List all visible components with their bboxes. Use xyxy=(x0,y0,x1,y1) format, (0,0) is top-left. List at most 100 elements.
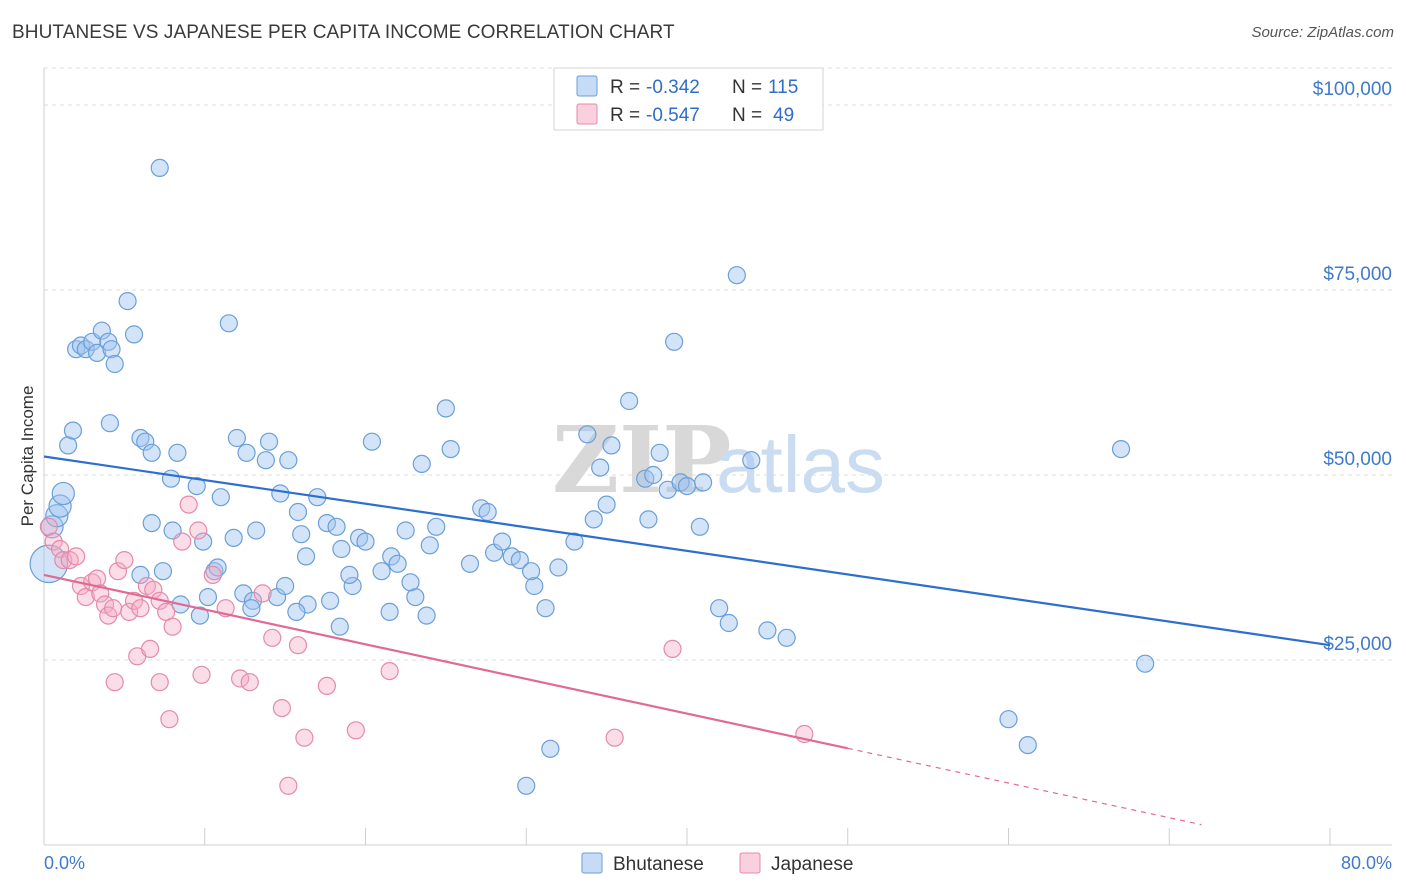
bhutanese-point xyxy=(999,710,1018,729)
bhutanese-point xyxy=(242,599,261,618)
trend-line-japanese-extension xyxy=(847,747,1202,826)
bhutanese-point xyxy=(340,565,359,585)
bhutanese-point xyxy=(161,469,181,488)
bhutanese-point xyxy=(63,421,83,440)
bhutanese-point xyxy=(536,599,555,618)
bhutanese-point xyxy=(742,451,761,470)
y-tick-label-100000: $100,000 xyxy=(1313,79,1392,100)
bhutanese-point xyxy=(644,465,663,485)
japanese-point xyxy=(380,661,399,681)
bhutanese-point xyxy=(521,562,541,581)
stats-legend-swatch-japanese xyxy=(576,103,598,125)
bhutanese-point xyxy=(517,776,536,795)
japanese-point xyxy=(189,521,208,540)
watermark-zip: ZIP xyxy=(552,406,731,514)
japanese-point xyxy=(231,669,250,688)
japanese-point xyxy=(295,728,314,747)
y-tick-label-75000: $75,000 xyxy=(1323,264,1392,285)
japanese-point xyxy=(317,676,337,696)
bhutanese-point xyxy=(597,495,616,514)
bhutanese-point xyxy=(168,443,187,462)
japanese-point xyxy=(346,721,365,740)
legend-r-label-bhutanese: R = xyxy=(610,77,640,98)
grid-lines xyxy=(44,67,1392,661)
bhutanese-point xyxy=(234,584,253,603)
bhutanese-point xyxy=(1111,440,1131,459)
trend-line-japanese xyxy=(43,573,848,750)
bhutanese-point xyxy=(296,547,316,566)
bhutanese-point xyxy=(693,473,713,492)
bhutanese-point xyxy=(92,321,111,340)
bhutanese-point xyxy=(271,484,290,503)
japanese-point xyxy=(115,550,134,570)
legend-r-label-japanese: R = xyxy=(610,105,640,126)
bhutanese-point xyxy=(190,606,210,625)
watermark-atlas: atlas xyxy=(716,420,885,509)
y-axis-label: Per Capita Income xyxy=(18,386,37,527)
series-legend-swatch-japanese xyxy=(739,852,761,874)
bhutanese-point xyxy=(510,550,529,570)
bhutanese-point xyxy=(87,343,107,362)
legend-n-value-japanese: 49 xyxy=(773,105,794,126)
bhutanese-point xyxy=(136,432,155,451)
bhutanese-point xyxy=(142,443,161,462)
bhutanese-point xyxy=(362,432,382,451)
legend-r-value-japanese: -0.547 xyxy=(646,105,700,126)
japanese-point xyxy=(203,565,222,585)
stats-legend-box xyxy=(553,67,824,131)
bhutanese-point xyxy=(380,602,399,622)
bhutanese-point xyxy=(777,628,796,647)
bhutanese-point xyxy=(412,454,431,473)
y-tick-labels: $25,000 $50,000 $75,000 $100,000 xyxy=(1313,79,1392,655)
legend-n-value-bhutanese: 115 xyxy=(768,77,798,98)
bhutanese-point xyxy=(259,432,279,451)
japanese-point xyxy=(663,639,682,659)
y-tick-label-50000: $50,000 xyxy=(1323,449,1392,470)
bhutanese-point xyxy=(1136,654,1155,673)
bhutanese-point xyxy=(758,621,777,640)
series-legend: Bhutanese Japanese xyxy=(581,852,853,875)
bhutanese-point xyxy=(332,539,351,559)
japanese-point xyxy=(605,728,624,747)
bhutanese-point xyxy=(420,536,439,555)
bhutanese-point xyxy=(29,544,69,584)
japanese-point xyxy=(105,673,124,692)
series-legend-swatch-bhutanese xyxy=(581,852,603,874)
bhutanese-point xyxy=(460,554,480,573)
y-tick-label-25000: $25,000 xyxy=(1323,634,1392,655)
bhutanese-point xyxy=(292,525,311,544)
series-bhutanese-points xyxy=(29,158,1155,795)
japanese-point xyxy=(240,673,259,692)
bhutanese-point xyxy=(493,532,512,551)
bhutanese-point xyxy=(51,481,75,506)
japanese-point xyxy=(192,665,211,684)
bhutanese-point xyxy=(441,440,460,459)
stats-legend-swatch-bhutanese xyxy=(576,75,598,97)
bhutanese-point xyxy=(727,266,746,285)
bhutanese-point xyxy=(100,414,120,433)
bhutanese-point xyxy=(388,554,407,573)
bhutanese-point xyxy=(417,606,436,625)
japanese-point xyxy=(253,584,272,603)
japanese-point xyxy=(124,591,144,610)
japanese-point xyxy=(150,673,169,692)
series-legend-label-japanese: Japanese xyxy=(771,854,853,875)
bhutanese-point xyxy=(243,591,263,610)
bhutanese-point xyxy=(194,532,213,551)
bhutanese-point xyxy=(298,595,317,614)
bhutanese-point xyxy=(224,528,243,548)
japanese-point xyxy=(131,599,150,618)
japanese-point xyxy=(160,710,179,729)
bhutanese-point xyxy=(343,576,362,596)
japanese-point xyxy=(173,532,192,551)
bhutanese-point xyxy=(131,565,150,585)
bhutanese-point xyxy=(237,443,256,462)
bhutanese-point xyxy=(602,436,621,455)
bhutanese-point xyxy=(525,576,544,596)
bhutanese-point xyxy=(279,451,298,470)
bhutanese-point xyxy=(665,332,684,351)
bhutanese-point xyxy=(288,502,308,522)
bhutanese-point xyxy=(382,547,401,566)
japanese-point xyxy=(67,547,86,566)
japanese-point xyxy=(179,495,198,514)
